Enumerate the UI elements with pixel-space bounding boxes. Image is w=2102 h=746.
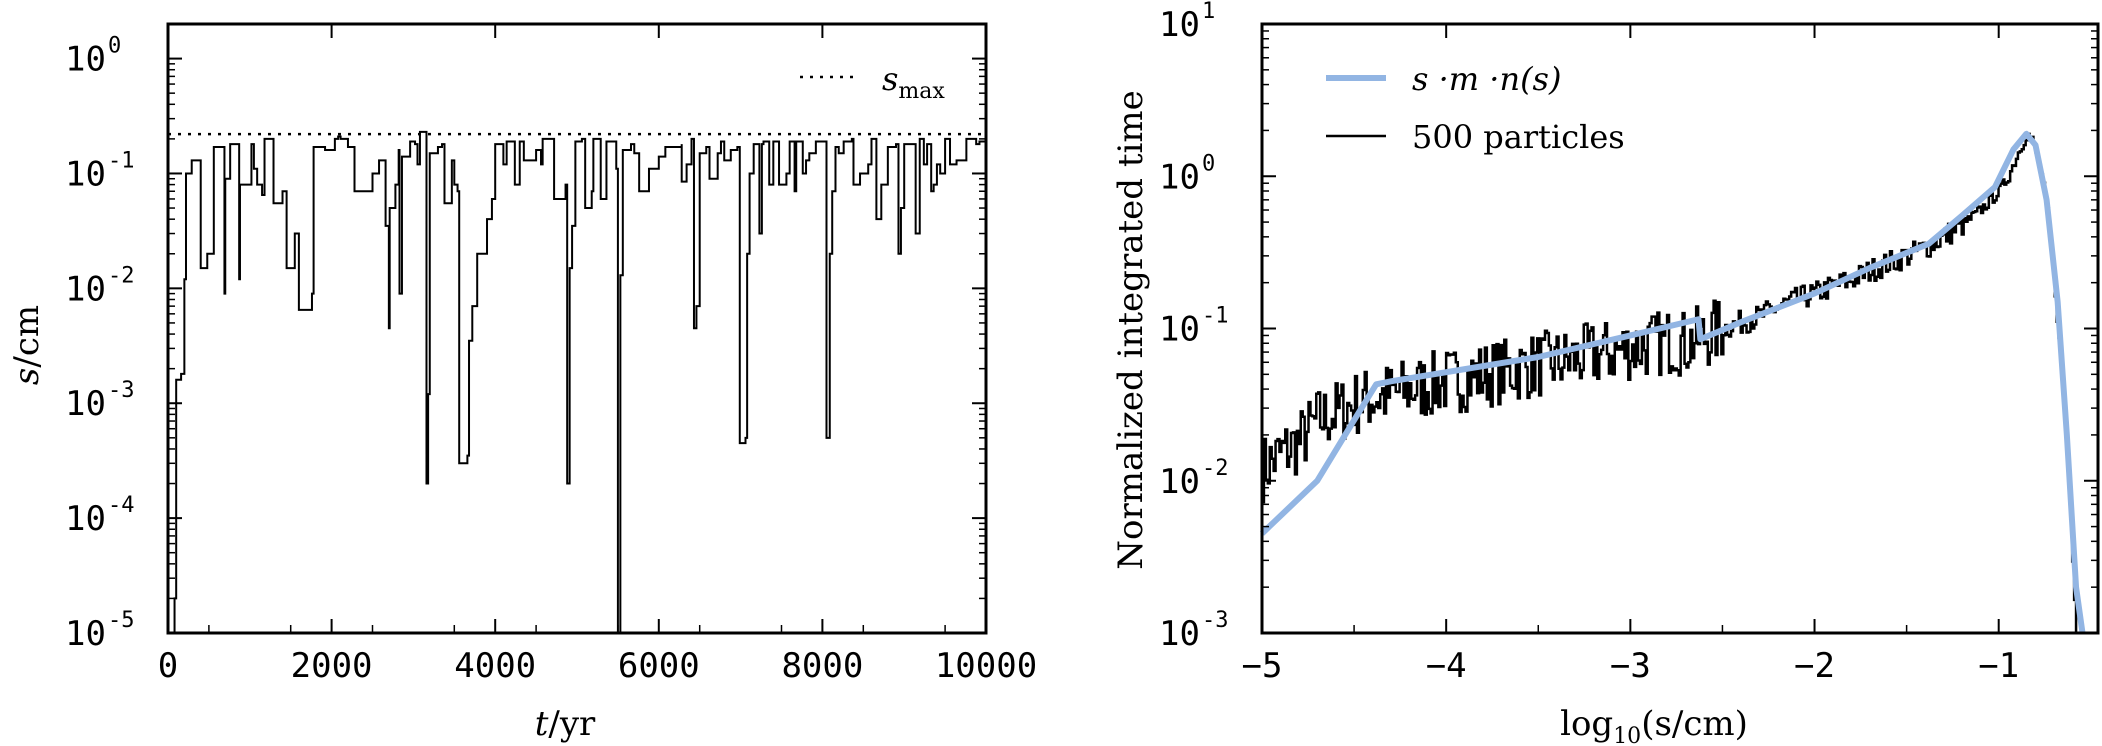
left-y-tick-label: 10	[65, 614, 106, 654]
right-y-tick-label: 10	[1159, 614, 1200, 654]
right-y-tick-exponent: -3	[1202, 608, 1229, 633]
left-x-axis-label: t/yr	[535, 704, 596, 744]
left-y-tick-exponent: 0	[108, 34, 121, 59]
left-y-tick-label: 10	[65, 384, 106, 424]
left-y-tick-label: 10	[65, 40, 106, 80]
left-x-tick-label: 0	[158, 646, 178, 686]
right-y-tick-exponent: 1	[1202, 0, 1215, 24]
legend-particles-label: 500 particles	[1412, 118, 1625, 156]
left-y-tick-label: 10	[65, 499, 106, 539]
left-y-tick-exponent: -4	[108, 493, 135, 518]
right-y-tick-exponent: -1	[1202, 304, 1229, 329]
left-y-tick-exponent: -5	[108, 608, 135, 633]
left-y-tick-exponent: -2	[108, 263, 135, 288]
left-plot-frame	[166, 22, 988, 635]
left-legend: smax	[800, 60, 945, 104]
right-y-axis-label: Normalized integrated time	[1111, 90, 1151, 569]
left-x-tick-label: 8000	[781, 646, 863, 686]
right-y-tick-label: 10	[1159, 5, 1200, 45]
right-legend: s ·m ·n(s) 500 particles	[1326, 60, 1625, 156]
left-x-tick-label: 6000	[618, 646, 700, 686]
right-y-tick-exponent: 0	[1202, 151, 1215, 176]
smn-series-line	[1259, 130, 2086, 634]
left-series-line	[168, 130, 986, 634]
right-x-axis-label: log10(s/cm)	[1560, 704, 1748, 746]
legend-smn-label: s ·m ·n(s)	[1412, 60, 1561, 98]
right-x-tick-label: −4	[1426, 646, 1467, 686]
right-y-tick-label: 10	[1159, 157, 1200, 197]
right-y-tick-label: 10	[1159, 310, 1200, 350]
left-y-tick-label: 10	[65, 154, 106, 194]
right-x-tick-label: −5	[1242, 646, 1283, 686]
left-y-tick-exponent: -3	[108, 378, 135, 403]
right-x-tick-label: −1	[1978, 646, 2019, 686]
right-y-tick-exponent: -2	[1202, 456, 1229, 481]
left-y-axis-label: s/cm	[7, 305, 47, 385]
right-x-tick-label: −3	[1610, 646, 1651, 686]
right-plot-frame	[1260, 22, 2100, 635]
legend-smax-label: smax	[882, 60, 945, 104]
left-x-tick-label: 2000	[291, 646, 373, 686]
left-x-tick-label: 10000	[935, 646, 1037, 686]
left-y-tick-exponent: -1	[108, 148, 135, 173]
right-y-tick-label: 10	[1159, 462, 1200, 502]
left-y-tick-label: 10	[65, 269, 106, 309]
right-x-tick-label: −2	[1794, 646, 1835, 686]
left-x-tick-label: 4000	[454, 646, 536, 686]
